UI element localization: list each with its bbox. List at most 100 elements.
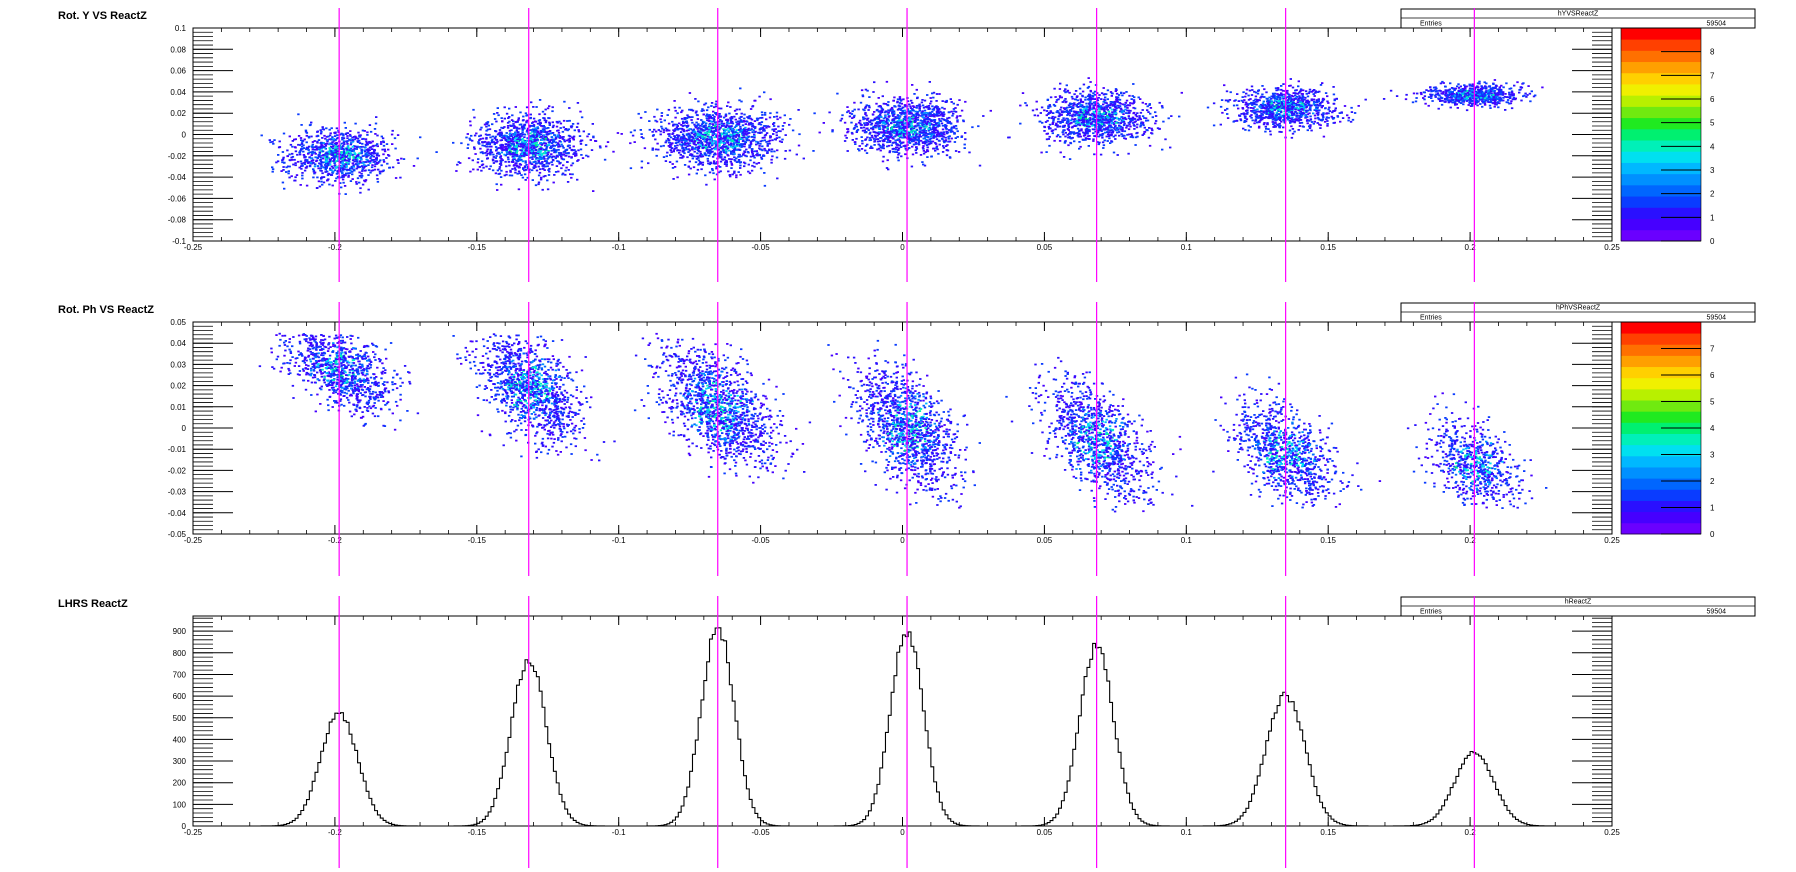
heatmap-cell — [368, 189, 370, 191]
heatmap-cell — [261, 135, 263, 137]
heatmap-cell — [936, 113, 938, 115]
heatmap-cell — [540, 179, 542, 181]
heatmap-cell — [271, 166, 273, 168]
heatmap-cell — [911, 146, 913, 148]
heatmap-cell — [296, 154, 298, 156]
heatmap-cell — [938, 125, 940, 127]
heatmap-cell — [853, 115, 855, 117]
heatmap-cell — [572, 162, 574, 164]
heatmap-cell — [964, 144, 966, 146]
heatmap-cell — [761, 121, 763, 123]
heatmap-cell — [542, 153, 544, 155]
heatmap-cell — [676, 112, 678, 114]
heatmap-cell — [879, 122, 881, 124]
heatmap-cell — [707, 151, 709, 153]
heatmap-cell — [684, 164, 686, 166]
heatmap-cell — [333, 162, 335, 164]
heatmap-cell — [741, 129, 743, 131]
heatmap-cell — [363, 164, 365, 166]
heatmap-cell — [325, 161, 327, 163]
heatmap-cell — [703, 104, 705, 106]
heatmap-cell — [724, 163, 726, 165]
heatmap-cell — [514, 155, 516, 157]
heatmap-cell — [532, 145, 534, 147]
heatmap-cell — [590, 139, 592, 141]
heatmap-cell — [543, 156, 545, 158]
heatmap-cell — [918, 144, 920, 146]
heatmap-cell — [514, 169, 516, 171]
heatmap-cell — [563, 120, 565, 122]
heatmap-cell — [558, 144, 560, 146]
heatmap-cell — [893, 97, 895, 99]
heatmap-cell — [372, 153, 374, 155]
heatmap-cell — [520, 164, 522, 166]
heatmap-cell — [569, 138, 571, 140]
heatmap-cell — [1125, 91, 1127, 93]
heatmap-cell — [871, 137, 873, 139]
heatmap-cell — [486, 134, 488, 136]
heatmap-cell — [670, 149, 672, 151]
heatmap-cell — [508, 141, 510, 143]
heatmap-cell — [921, 120, 923, 122]
heatmap-cell — [921, 161, 923, 163]
heatmap-cell — [361, 170, 363, 172]
heatmap-cell — [929, 81, 931, 83]
heatmap-cell — [747, 151, 749, 153]
heatmap-cell — [926, 156, 928, 158]
heatmap-cell — [569, 147, 571, 149]
heatmap-cell — [683, 122, 685, 124]
heatmap-cell — [320, 129, 322, 131]
heatmap-cell — [865, 138, 867, 140]
heatmap-cell — [665, 140, 667, 142]
heatmap-cell — [693, 155, 695, 157]
heatmap-cell — [672, 124, 674, 126]
heatmap-cell — [859, 145, 861, 147]
heatmap-cell — [740, 116, 742, 118]
heatmap-cell — [669, 142, 671, 144]
heatmap-cell — [512, 123, 514, 125]
heatmap-cell — [526, 130, 528, 132]
heatmap-cell — [1151, 128, 1153, 130]
heatmap-cell — [559, 140, 561, 142]
heatmap-cell — [569, 145, 571, 147]
heatmap-cell — [769, 117, 771, 119]
heatmap-cell — [515, 121, 517, 123]
heatmap-cell — [499, 129, 501, 131]
heatmap-cell — [896, 101, 898, 103]
heatmap-cell — [350, 180, 352, 182]
heatmap-cell — [460, 142, 462, 144]
heatmap-cell — [675, 110, 677, 112]
heatmap-cell — [272, 168, 274, 170]
heatmap-cell — [1151, 129, 1153, 131]
heatmap-cell — [1102, 141, 1104, 143]
heatmap-cell — [535, 163, 537, 165]
heatmap-cell — [394, 137, 396, 139]
heatmap-cell — [772, 133, 774, 135]
heatmap-cell — [855, 138, 857, 140]
heatmap-cell — [317, 165, 319, 167]
heatmap-cell — [515, 146, 517, 148]
heatmap-cell — [735, 176, 737, 178]
heatmap-cell — [892, 151, 894, 153]
heatmap-cell — [384, 149, 386, 151]
heatmap-cell — [916, 89, 918, 91]
heatmap-cell — [705, 141, 707, 143]
heatmap-cell — [282, 166, 284, 168]
heatmap-cell — [869, 132, 871, 134]
heatmap-cell — [523, 136, 525, 138]
heatmap-cell — [940, 133, 942, 135]
heatmap-cell — [1055, 123, 1057, 125]
heatmap-cell — [776, 134, 778, 136]
heatmap-cell — [876, 117, 878, 119]
heatmap-cell — [725, 114, 727, 116]
heatmap-cell — [504, 175, 506, 177]
heatmap-cell — [504, 161, 506, 163]
heatmap-cell — [292, 164, 294, 166]
heatmap-cell — [545, 121, 547, 123]
heatmap-cell — [332, 185, 334, 187]
heatmap-cell — [851, 113, 853, 115]
heatmap-cell — [847, 150, 849, 152]
heatmap-cell — [761, 111, 763, 113]
heatmap-cell — [735, 174, 737, 176]
heatmap-cell — [557, 130, 559, 132]
